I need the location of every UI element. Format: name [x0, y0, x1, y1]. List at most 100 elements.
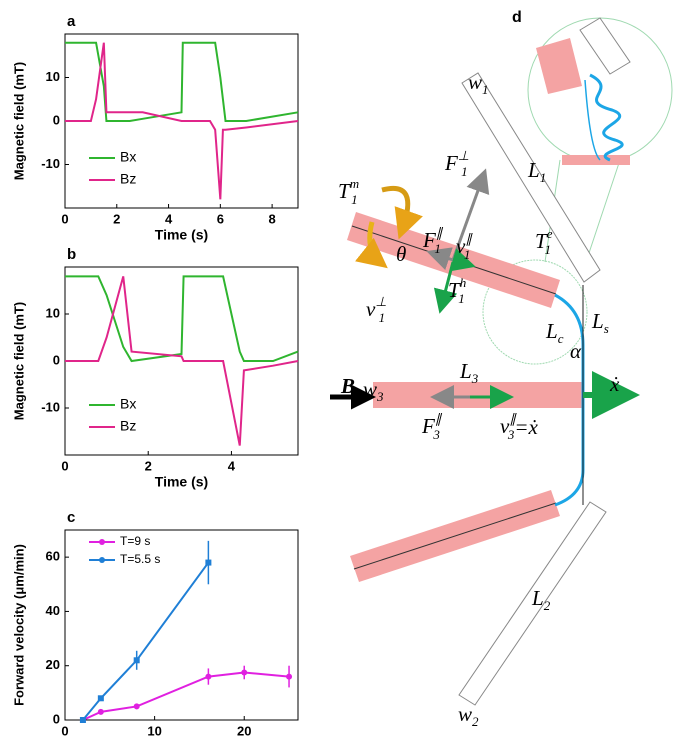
label-sub: s [604, 321, 609, 336]
legend-marker [99, 539, 105, 545]
point [98, 709, 104, 715]
label-base: w [468, 70, 482, 94]
diagram-label: L3 [459, 359, 479, 386]
zoom-link [562, 155, 630, 165]
diagram-label: v⊥1 [366, 294, 387, 325]
label-sup: ∥ [435, 411, 443, 426]
point [205, 674, 211, 680]
legend-label: T=5.5 s [120, 552, 160, 566]
label-sub: 1 [351, 192, 358, 207]
x-tick-label: 0 [61, 458, 68, 473]
x-axis-label: Time (s) [155, 474, 208, 490]
label-sub: 3 [432, 427, 440, 442]
label-sub: 2 [472, 714, 479, 729]
label-base: w [363, 377, 377, 401]
point [241, 670, 247, 676]
point [286, 674, 292, 680]
diagram-label: w3 [363, 377, 384, 404]
label-base: B [340, 374, 355, 398]
x-tick-label: 20 [237, 723, 251, 736]
label-base: L [527, 158, 540, 182]
y-tick-label: 10 [46, 69, 60, 84]
diagram-label: F⊥1 [444, 148, 469, 179]
y-axis-label: Magnetic field (mT) [11, 302, 26, 420]
zoom-wave [590, 75, 622, 160]
legend-label: Bz [120, 418, 136, 434]
chart: a Time (s) Magnetic field (mT) 0 2 4 6 8 -10 0 10 B… [11, 13, 298, 243]
y-tick-label: 0 [53, 711, 60, 726]
x-tick-label: 2 [113, 211, 120, 226]
label-sub: 1 [540, 170, 547, 185]
diagram-label: Ls [591, 309, 609, 336]
label-sub: 1 [458, 291, 465, 306]
diagram-label: F∥3 [421, 411, 443, 442]
y-tick-label: -10 [41, 399, 60, 414]
label-sup: ⊥ [458, 148, 469, 163]
x-tick-label: 0 [61, 211, 68, 226]
point [134, 703, 140, 709]
y-axis-label: Magnetic field (mT) [11, 62, 26, 180]
label-sub: c [558, 331, 564, 346]
legend-label: Bx [120, 396, 136, 412]
figure: d aTime (s)Magnetic field (mT)02468-1001… [0, 0, 673, 736]
diagram-label: L1 [527, 158, 546, 185]
label-base: L [591, 309, 604, 333]
x-tick-label: 10 [147, 723, 161, 736]
label-sub: 2 [544, 598, 551, 613]
diagram-label: w2 [458, 702, 479, 729]
legend-label: Bz [120, 171, 136, 187]
y-tick-label: 0 [53, 112, 60, 127]
diagram-label: F∥1 [422, 225, 444, 256]
x-tick-label: 8 [268, 211, 275, 226]
x-tick-label: 4 [165, 211, 173, 226]
chart: b Time (s) Magnetic field (mT) 0 2 4 -10 0 10 Bx B… [11, 246, 298, 490]
x-tick-label: 0 [61, 723, 68, 736]
zoom-outline [580, 18, 630, 74]
x-tick-label: 4 [228, 458, 236, 473]
panel-label: c [67, 509, 75, 526]
diagram-label: ẋ [609, 372, 620, 396]
label-sup: ⊥ [375, 294, 386, 309]
legend-label: T=9 s [120, 534, 150, 548]
link-axis [354, 503, 556, 569]
x-tick-label: 2 [145, 458, 152, 473]
label-sup: h [460, 275, 467, 290]
legend-label: Bx [120, 149, 136, 165]
label-sub: 1 [482, 82, 489, 97]
zoom-wave [585, 80, 600, 160]
label-sub: 3 [376, 389, 384, 404]
series-line [83, 673, 289, 721]
label-base: ẋ [609, 372, 620, 396]
point [80, 717, 86, 723]
chart: cMaxium magnetic field (mT)Forward veloc… [11, 509, 298, 736]
label-after: =ẋ [514, 415, 538, 439]
panel-label: b [67, 246, 76, 263]
y-tick-label: 10 [46, 305, 60, 320]
label-sup: ∥ [436, 225, 444, 240]
point [205, 560, 211, 566]
diagram-label: B [340, 374, 355, 398]
x-tick-label: 6 [217, 211, 224, 226]
label-base: F [444, 151, 458, 175]
zoom-link [536, 38, 582, 94]
label-sub: 1 [434, 241, 441, 256]
point [98, 695, 104, 701]
label-sub: 3 [471, 371, 479, 386]
label-sub: 1 [544, 242, 551, 257]
y-tick-label: 0 [53, 352, 60, 367]
panel-label: a [67, 13, 76, 30]
x-axis-label: Time (s) [155, 227, 208, 243]
label-sub: 1 [461, 164, 468, 179]
label-base: L [545, 319, 558, 343]
label-base: L [531, 586, 544, 610]
diagram-label: w1 [468, 70, 489, 97]
zoom-line [586, 160, 620, 262]
y-tick-label: -10 [41, 156, 60, 171]
legend-marker [99, 557, 105, 563]
label-sup: e [547, 226, 553, 241]
series-line [65, 276, 298, 361]
series-line [65, 43, 298, 121]
point [134, 657, 140, 663]
